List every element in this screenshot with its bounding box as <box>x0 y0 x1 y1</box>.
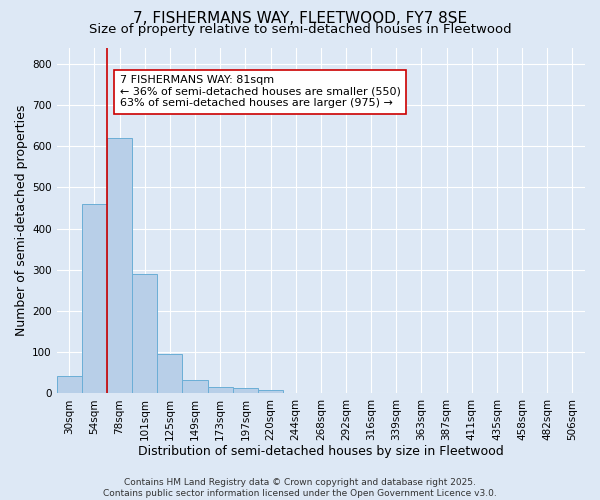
Bar <box>208 387 233 394</box>
X-axis label: Distribution of semi-detached houses by size in Fleetwood: Distribution of semi-detached houses by … <box>138 444 504 458</box>
Bar <box>132 274 157 394</box>
Text: 7, FISHERMANS WAY, FLEETWOOD, FY7 8SE: 7, FISHERMANS WAY, FLEETWOOD, FY7 8SE <box>133 11 467 26</box>
Bar <box>182 380 208 394</box>
Bar <box>233 388 258 394</box>
Text: Contains HM Land Registry data © Crown copyright and database right 2025.
Contai: Contains HM Land Registry data © Crown c… <box>103 478 497 498</box>
Bar <box>56 376 82 394</box>
Text: Size of property relative to semi-detached houses in Fleetwood: Size of property relative to semi-detach… <box>89 22 511 36</box>
Bar <box>258 390 283 394</box>
Bar <box>82 204 107 394</box>
Text: 7 FISHERMANS WAY: 81sqm
← 36% of semi-detached houses are smaller (550)
63% of s: 7 FISHERMANS WAY: 81sqm ← 36% of semi-de… <box>120 75 401 108</box>
Bar <box>157 354 182 394</box>
Bar <box>107 138 132 394</box>
Y-axis label: Number of semi-detached properties: Number of semi-detached properties <box>15 104 28 336</box>
